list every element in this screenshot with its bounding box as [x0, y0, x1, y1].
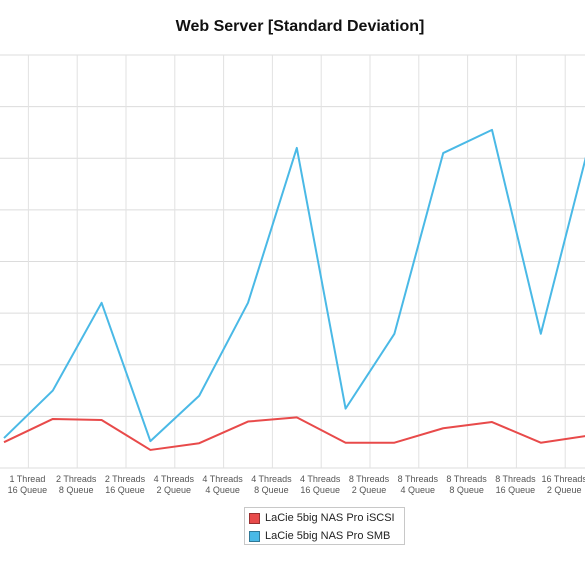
x-tick-label: 4 Threads 16 Queue	[300, 474, 341, 495]
series-lines	[3, 128, 585, 451]
chart-legend: LaCie 5big NAS Pro iSCSI LaCie 5big NAS …	[244, 507, 405, 545]
chart-title: Web Server [Standard Deviation]	[175, 18, 425, 35]
x-tick-label: 8 Threads 4 Queue	[398, 474, 439, 495]
legend-label-iscsi: LaCie 5big NAS Pro iSCSI	[265, 512, 395, 524]
x-tick-label: 2 Threads 16 Queue	[105, 474, 146, 495]
grid-lines	[0, 54, 585, 469]
x-tick-label: 4 Threads 4 Queue	[202, 474, 243, 495]
x-tick-label: 4 Threads 8 Queue	[251, 474, 292, 495]
series-line-iscsi	[3, 416, 585, 451]
x-tick-label: 8 Threads 16 Queue	[495, 474, 536, 495]
legend-item-iscsi[interactable]: LaCie 5big NAS Pro iSCSI	[249, 511, 395, 525]
legend-label-smb: LaCie 5big NAS Pro SMB	[265, 530, 391, 542]
x-tick-label: 2 Threads 8 Queue	[56, 474, 97, 495]
x-tick-label: 16 Threads 2 Queue	[542, 474, 585, 495]
x-tick-label: 4 Threads 2 Queue	[154, 474, 195, 495]
legend-swatch-smb	[249, 530, 260, 542]
x-tick-label: 8 Threads 2 Queue	[349, 474, 390, 495]
x-tick-label: 8 Threads 8 Queue	[446, 474, 487, 495]
legend-swatch-iscsi	[249, 512, 260, 524]
line-chart-plot: 1 Thread 16 Queue 2 Threads 8 Queue 2 Thread…	[0, 54, 585, 495]
x-axis-tick-labels: 1 Thread 16 Queue 2 Threads 8 Queue 2 Thread…	[8, 474, 585, 495]
x-tick-label: 1 Thread 16 Queue	[8, 474, 48, 495]
series-line-smb	[3, 128, 585, 443]
legend-item-smb[interactable]: LaCie 5big NAS Pro SMB	[249, 529, 390, 543]
